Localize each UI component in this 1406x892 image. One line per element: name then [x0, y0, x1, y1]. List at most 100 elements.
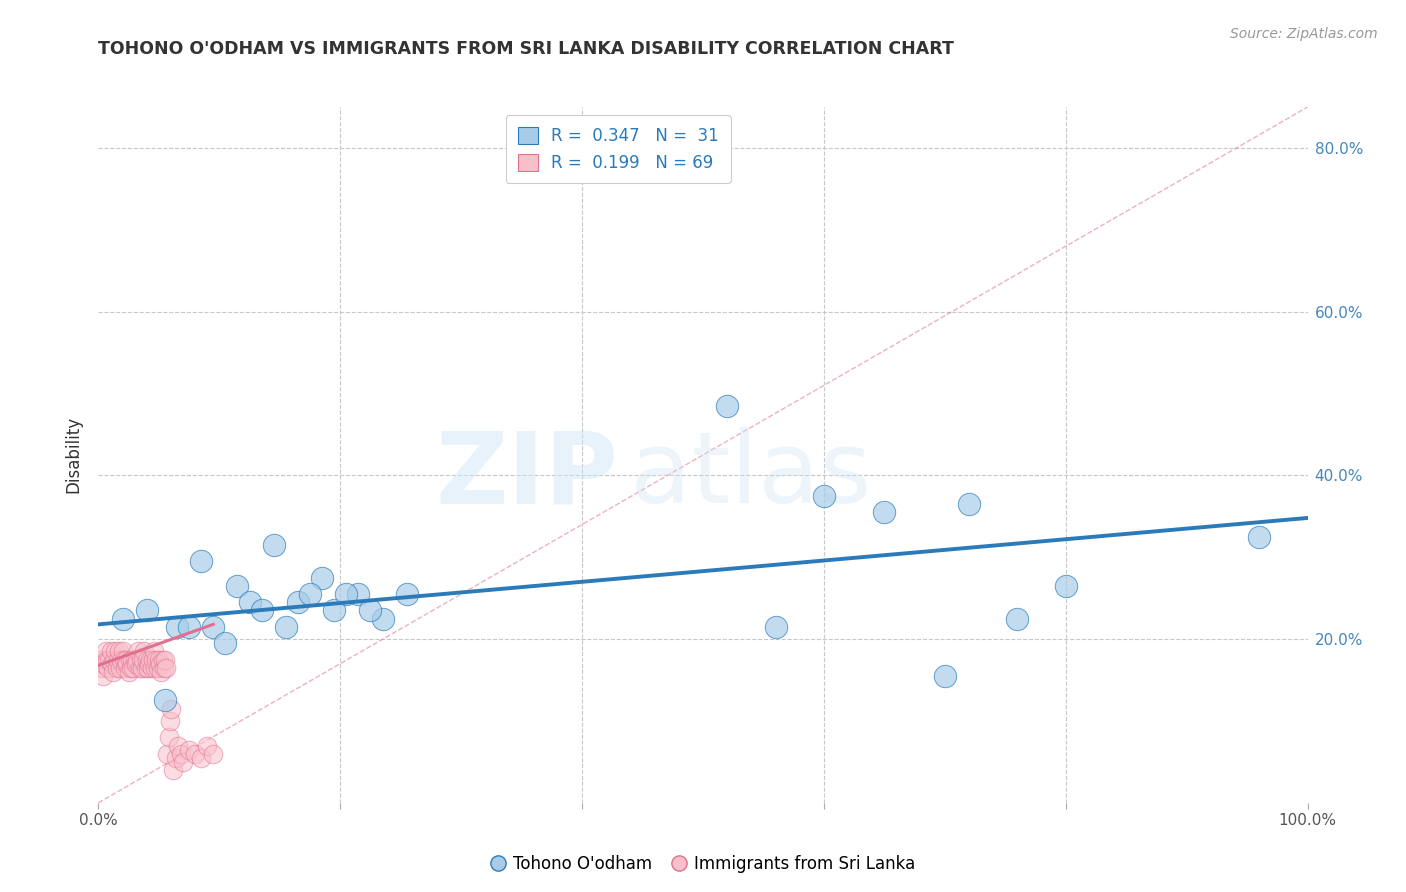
- Point: [299, 587, 322, 601]
- Point: [97, 661, 120, 675]
- Point: [145, 652, 167, 666]
- Point: [128, 661, 150, 675]
- Point: [873, 505, 896, 519]
- Point: [214, 636, 236, 650]
- Point: [91, 661, 114, 675]
- Point: [274, 620, 297, 634]
- Point: [142, 652, 165, 666]
- Point: [395, 587, 418, 601]
- Point: [129, 652, 152, 666]
- Point: [110, 652, 132, 666]
- Point: [287, 595, 309, 609]
- Point: [134, 644, 156, 658]
- Point: [169, 747, 191, 761]
- Point: [118, 652, 141, 666]
- Point: [100, 657, 122, 671]
- Point: [136, 661, 159, 675]
- Point: [371, 612, 394, 626]
- Point: [166, 620, 188, 634]
- Point: [108, 644, 131, 658]
- Point: [150, 665, 173, 679]
- Point: [167, 739, 190, 753]
- Point: [172, 755, 194, 769]
- Point: [135, 652, 157, 666]
- Point: [127, 644, 149, 658]
- Point: [311, 571, 333, 585]
- Point: [125, 657, 148, 671]
- Point: [765, 620, 787, 634]
- Point: [165, 751, 187, 765]
- Point: [118, 665, 141, 679]
- Text: TOHONO O'ODHAM VS IMMIGRANTS FROM SRI LANKA DISABILITY CORRELATION CHART: TOHONO O'ODHAM VS IMMIGRANTS FROM SRI LA…: [98, 40, 955, 58]
- Point: [141, 661, 163, 675]
- Point: [934, 669, 956, 683]
- Point: [263, 538, 285, 552]
- Point: [1249, 530, 1271, 544]
- Point: [103, 652, 125, 666]
- Point: [360, 603, 382, 617]
- Legend: Tohono O'odham, Immigrants from Sri Lanka: Tohono O'odham, Immigrants from Sri Lank…: [485, 848, 921, 880]
- Point: [155, 661, 177, 675]
- Point: [146, 661, 169, 675]
- Point: [152, 652, 174, 666]
- Point: [132, 652, 155, 666]
- Point: [153, 652, 176, 666]
- Point: [90, 652, 112, 666]
- Point: [100, 644, 122, 658]
- Point: [226, 579, 249, 593]
- Point: [153, 693, 176, 707]
- Point: [149, 657, 172, 671]
- Point: [93, 657, 115, 671]
- Point: [335, 587, 357, 601]
- Point: [159, 714, 181, 728]
- Point: [152, 661, 174, 675]
- Text: atlas: atlas: [630, 427, 872, 524]
- Point: [124, 652, 146, 666]
- Point: [190, 751, 212, 765]
- Text: ZIP: ZIP: [436, 427, 619, 524]
- Point: [117, 657, 139, 671]
- Point: [239, 595, 262, 609]
- Point: [127, 652, 149, 666]
- Point: [94, 644, 117, 658]
- Point: [104, 644, 127, 658]
- Point: [115, 652, 138, 666]
- Point: [139, 652, 162, 666]
- Point: [160, 701, 183, 715]
- Point: [323, 603, 346, 617]
- Point: [148, 652, 170, 666]
- Point: [121, 652, 143, 666]
- Point: [122, 661, 145, 675]
- Y-axis label: Disability: Disability: [65, 417, 83, 493]
- Point: [1007, 612, 1029, 626]
- Point: [105, 661, 128, 675]
- Point: [156, 747, 179, 761]
- Point: [135, 661, 157, 675]
- Point: [202, 747, 225, 761]
- Point: [114, 661, 136, 675]
- Point: [184, 747, 207, 761]
- Point: [111, 644, 134, 658]
- Point: [112, 652, 135, 666]
- Point: [179, 742, 201, 756]
- Point: [250, 603, 273, 617]
- Point: [101, 665, 124, 679]
- Point: [135, 603, 157, 617]
- Point: [96, 652, 118, 666]
- Point: [957, 497, 980, 511]
- Point: [813, 489, 835, 503]
- Point: [179, 620, 201, 634]
- Point: [138, 657, 160, 671]
- Point: [111, 612, 134, 626]
- Point: [157, 731, 180, 745]
- Point: [190, 554, 212, 568]
- Point: [143, 644, 166, 658]
- Point: [91, 669, 114, 683]
- Point: [143, 661, 166, 675]
- Legend: R =  0.347   N =  31, R =  0.199   N = 69: R = 0.347 N = 31, R = 0.199 N = 69: [506, 115, 731, 184]
- Text: Source: ZipAtlas.com: Source: ZipAtlas.com: [1230, 27, 1378, 41]
- Point: [162, 763, 184, 777]
- Point: [120, 661, 142, 675]
- Point: [202, 620, 225, 634]
- Point: [131, 661, 153, 675]
